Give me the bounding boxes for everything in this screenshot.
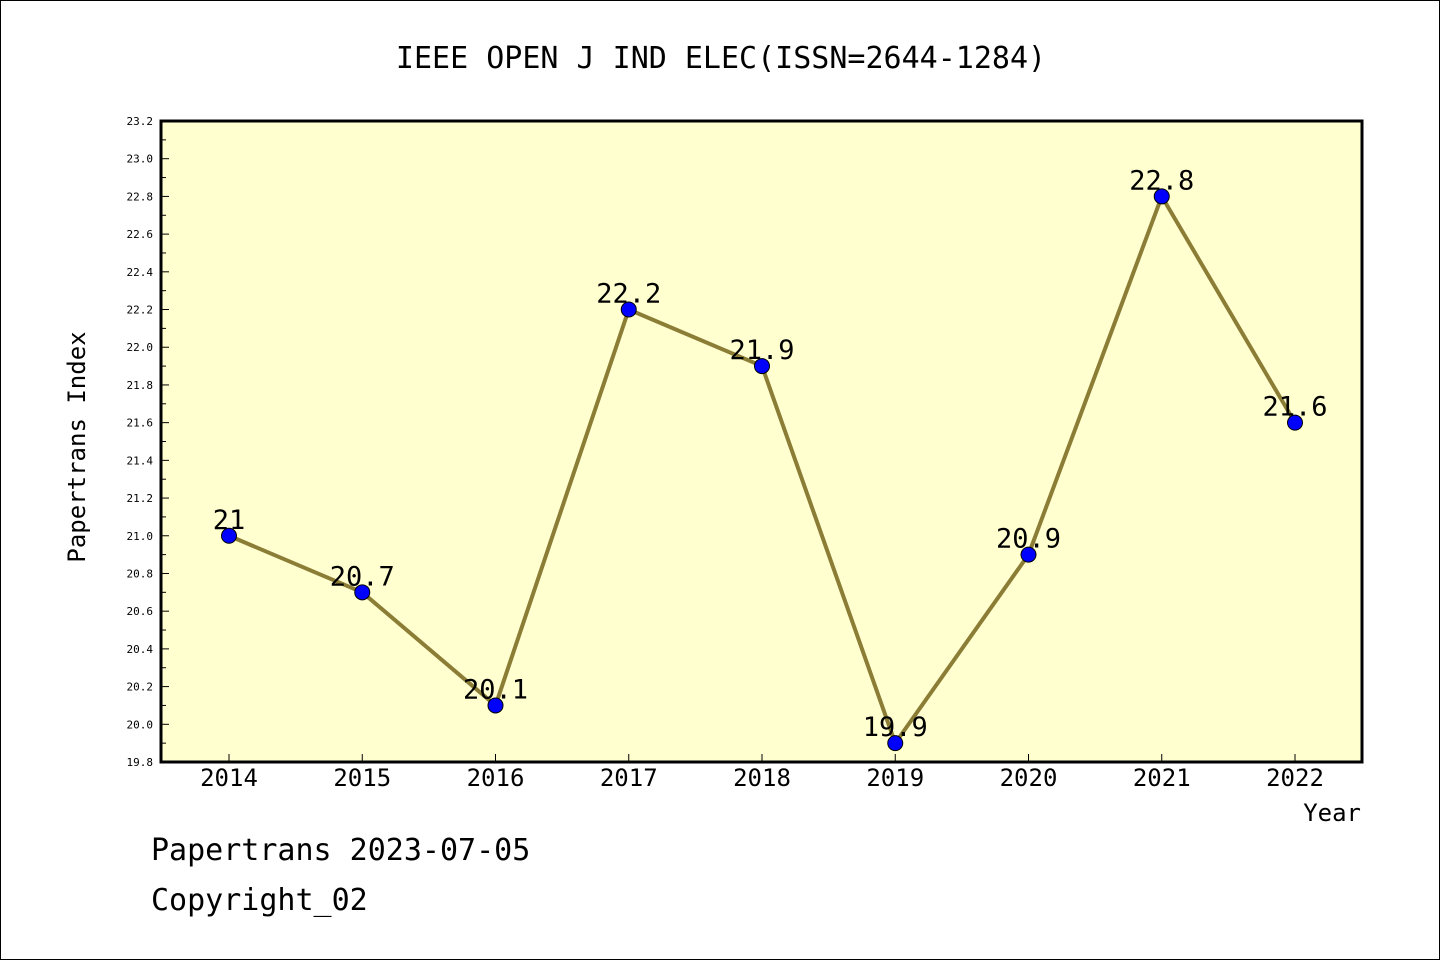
x-tick-label: 2022: [1266, 764, 1324, 792]
y-axis: 19.8 20.0 20.2 20.4 20.6 20.8 21.0 21.2 21.4 21.6…: [127, 115, 169, 769]
chart-title: IEEE OPEN J IND ELEC(ISSN=2644-1284): [396, 41, 1046, 76]
x-tick-label: 2018: [733, 764, 791, 792]
y-tick-label: 20.0: [127, 718, 154, 731]
data-label: 21.6: [1262, 392, 1327, 423]
x-tick-label: 2019: [866, 764, 924, 792]
data-label: 22.2: [596, 279, 661, 310]
y-tick-label: 21.0: [127, 530, 154, 543]
y-tick-label: 22.8: [127, 190, 154, 203]
data-label: 22.8: [1129, 165, 1194, 196]
data-point: [1287, 414, 1303, 431]
y-tick-label: 21.8: [127, 379, 154, 392]
data-labels: 21 20.7 20.1 22.2 21.9 19.9 20.9 22.8 21.6: [213, 165, 1328, 743]
data-label: 21: [213, 505, 246, 536]
data-label: 19.9: [863, 712, 928, 743]
data-label: 20.7: [330, 561, 395, 592]
data-point: [1020, 546, 1037, 563]
data-point: [221, 527, 237, 544]
plot-area: [161, 121, 1362, 762]
y-tick-label: 22.6: [127, 228, 154, 241]
footer-date: Papertrans 2023-07-05: [151, 833, 531, 868]
series-markers: [221, 188, 1303, 752]
y-tick-label: 22.0: [127, 341, 154, 354]
x-tick-label: 2020: [1000, 764, 1058, 792]
y-tick-label: 21.6: [127, 417, 154, 430]
footer-copyright: Copyright_02: [151, 883, 368, 918]
data-point: [487, 697, 504, 714]
y-tick-label: 19.8: [127, 756, 154, 769]
data-point: [620, 301, 637, 318]
y-tick-label: 22.2: [127, 304, 154, 317]
data-label: 21.9: [729, 335, 794, 366]
y-tick-label: 20.2: [127, 681, 154, 694]
y-tick-label: 20.4: [127, 643, 154, 656]
data-point: [754, 358, 770, 375]
x-tick-label: 2017: [600, 764, 658, 792]
x-tick-label: 2021: [1133, 764, 1191, 792]
y-tick-label: 20.8: [127, 567, 154, 580]
x-tick-label: 2016: [467, 764, 525, 792]
x-tick-label: 2015: [333, 764, 391, 792]
y-tick-label: 21.4: [127, 454, 154, 467]
y-axis-label: Papertrans Index: [63, 331, 91, 562]
y-tick-label: 20.6: [127, 605, 154, 618]
data-point: [887, 735, 904, 752]
plot-border: [159, 119, 1364, 764]
x-axis-label: Year: [1303, 799, 1361, 827]
data-label: 20.9: [996, 524, 1061, 555]
data-point: [1153, 188, 1170, 205]
y-tick-label: 21.2: [127, 492, 154, 505]
y-tick-label: 23.2: [127, 115, 154, 128]
x-tick-label: 2014: [200, 764, 258, 792]
data-point: [354, 584, 371, 601]
y-tick-label: 22.4: [127, 266, 154, 279]
y-tick-label: 23.0: [127, 153, 154, 166]
data-label: 20.1: [463, 674, 528, 705]
x-axis: 2014 2015 2016 2017 2018 2019 2020 2021 2022: [200, 754, 1324, 792]
